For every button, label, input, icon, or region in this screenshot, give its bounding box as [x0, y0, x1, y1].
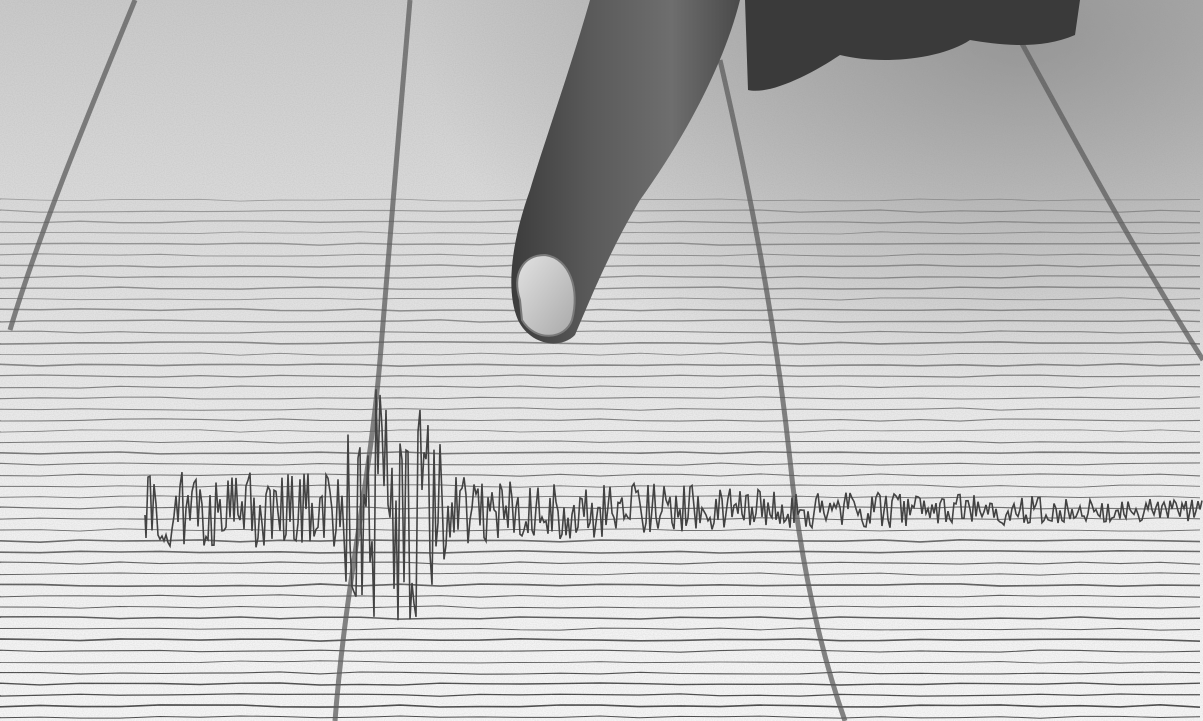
knuckles	[745, 0, 1080, 91]
pointing-finger	[511, 0, 740, 344]
fingernail	[516, 253, 576, 337]
finger-icon	[511, 0, 1080, 344]
